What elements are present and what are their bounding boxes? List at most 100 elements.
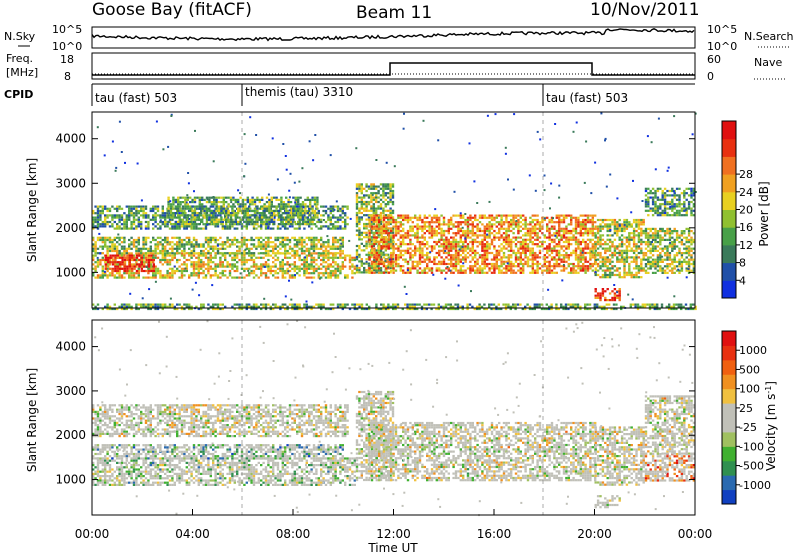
heat-cell — [608, 245, 612, 248]
heat-cell — [397, 256, 400, 259]
heat-cell — [586, 227, 590, 230]
heat-cell — [377, 192, 380, 195]
heat-cell — [306, 205, 309, 208]
heat-cell — [276, 276, 280, 279]
heat-cell — [256, 207, 259, 210]
heat-cell — [466, 243, 470, 246]
heat-cell — [370, 251, 374, 255]
heat-cell — [411, 254, 414, 257]
heat-cell — [543, 260, 546, 263]
heat-cell — [488, 269, 491, 272]
heat-cell — [222, 209, 225, 212]
heat-cell — [190, 227, 193, 230]
heat-cell — [308, 225, 311, 228]
heat-cell — [428, 223, 431, 226]
heat-cell — [322, 261, 325, 264]
heat-cell — [185, 241, 188, 244]
heat-cell — [147, 272, 150, 275]
heat-cell — [372, 196, 375, 199]
heat-cell — [570, 216, 573, 219]
heat-cell — [181, 212, 185, 215]
heat-cell — [344, 220, 347, 224]
heat-cell — [579, 214, 582, 217]
heat-cell — [260, 252, 263, 255]
heat-cell — [324, 247, 328, 250]
heat-cell — [261, 212, 264, 215]
heat-cell — [128, 212, 131, 215]
heat-cell — [92, 249, 95, 253]
heat-cell — [567, 240, 570, 244]
heat-cell — [305, 236, 308, 239]
heat-cell — [478, 271, 482, 274]
heat-cell — [329, 245, 332, 248]
heat-cell — [385, 258, 388, 261]
heat-cell — [171, 205, 174, 208]
heat-cell — [392, 245, 395, 248]
heat-cell — [409, 243, 412, 246]
heat-cell — [212, 274, 215, 277]
heat-cell — [189, 205, 192, 208]
heat-cell — [623, 273, 626, 277]
heat-cell — [228, 263, 232, 266]
heat-cell — [121, 258, 124, 262]
heat-cell — [399, 229, 402, 233]
heat-cell — [176, 225, 179, 228]
heat-cell — [246, 209, 249, 212]
heat-cell — [195, 238, 198, 242]
heat-cell — [495, 225, 498, 228]
heat-cell — [579, 247, 582, 250]
heat-cell — [261, 196, 264, 199]
heat-cell — [116, 205, 119, 208]
heat-cell — [336, 245, 340, 248]
heat-cell — [582, 225, 585, 228]
heat-cell — [507, 221, 510, 224]
heat-cell — [438, 238, 441, 241]
heat-cell — [310, 267, 313, 270]
heat-cell — [440, 269, 443, 272]
heat-cell — [435, 262, 438, 266]
heat-cell — [204, 205, 208, 208]
heat-cell — [258, 207, 261, 210]
heat-cell — [582, 221, 585, 224]
heat-cell — [548, 262, 551, 266]
heat-cell — [574, 227, 578, 230]
heat-cell — [498, 254, 501, 257]
heat-cell — [213, 220, 216, 223]
heat-cell — [601, 260, 605, 263]
heat-cell — [118, 218, 121, 221]
heat-cell — [240, 261, 244, 264]
heat-cell — [565, 216, 568, 219]
heat-cell — [341, 212, 344, 215]
heat-cell — [565, 267, 568, 270]
heat-cell — [560, 238, 563, 241]
heat-cell — [156, 236, 160, 239]
heat-cell — [421, 269, 424, 272]
heat-cell — [201, 205, 204, 208]
heat-cell — [368, 240, 371, 244]
heat-cell — [507, 225, 510, 228]
heat-cell — [126, 258, 129, 262]
heat-cell — [198, 198, 201, 201]
heat-cell — [193, 214, 197, 217]
heat-cell — [601, 225, 605, 228]
heat-cell — [565, 247, 568, 250]
heat-cell — [606, 269, 609, 272]
heat-cell — [207, 249, 210, 253]
heat-cell — [176, 269, 179, 273]
heat-cell — [135, 209, 138, 213]
heat-cell — [276, 225, 280, 228]
heat-cell — [495, 232, 498, 235]
heat-cell — [241, 216, 245, 219]
heat-cell — [360, 218, 363, 221]
heat-cell — [249, 218, 252, 221]
heat-cell — [324, 212, 328, 215]
heat-cell — [221, 263, 224, 266]
heat-cell — [457, 245, 460, 248]
heat-cell — [161, 245, 164, 248]
heat-cell — [332, 225, 335, 228]
heat-cell — [125, 205, 128, 208]
heat-cell — [264, 245, 268, 248]
heat-cell — [570, 251, 573, 255]
heat-cell — [92, 267, 95, 270]
heat-cell — [423, 223, 426, 226]
